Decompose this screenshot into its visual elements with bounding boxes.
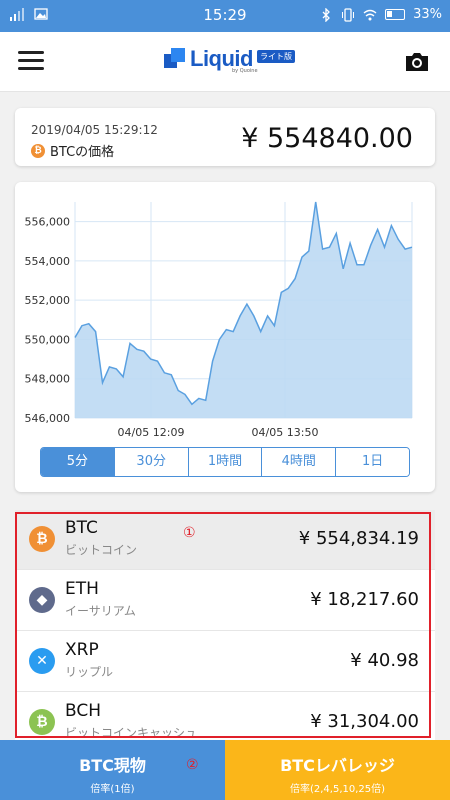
coin-symbol: BCH [65, 701, 102, 721]
price-line [74, 201, 413, 406]
coin-price: ¥ 18,217.60 [310, 589, 419, 610]
coin-name: ビットコインキャッシュ [65, 726, 198, 740]
bluetooth-icon [322, 7, 331, 22]
annotation-marker-1: ① [183, 525, 196, 541]
xrp-icon: ✕ [29, 648, 55, 674]
btc-coin-icon: ₿ [31, 143, 45, 158]
bch-icon: ₿ [29, 709, 55, 735]
y-tick-label: 550,000 [25, 333, 71, 346]
status-left-icons [10, 7, 48, 21]
coin-row-bch[interactable]: ₿ BCH ビットコインキャッシュ ¥ 31,304.00 [15, 693, 435, 740]
clock: 15:29 [203, 6, 247, 24]
status-bar: 15:29 33% [0, 0, 450, 32]
current-price: ¥ 554840.00 [241, 123, 413, 154]
tab-1day[interactable]: 1日 [336, 448, 409, 476]
hamburger-menu-icon[interactable] [18, 51, 44, 71]
eth-icon: ◆ [29, 587, 55, 613]
btc-leverage-button[interactable]: BTCレバレッジ 倍率(2,4,5,10,25倍) [225, 740, 450, 800]
btc-spot-button[interactable]: BTC現物 倍率(1倍) [0, 740, 225, 800]
image-icon [34, 8, 48, 20]
coin-row-eth[interactable]: ◆ ETH イーサリアム ¥ 18,217.60 [15, 571, 435, 631]
y-tick-label: 552,000 [25, 294, 71, 307]
coin-row-btc[interactable]: ₿ BTC ビットコイン ¥ 554,834.19 [15, 510, 435, 570]
coin-symbol: XRP [65, 640, 99, 660]
battery-icon [385, 9, 406, 20]
coin-symbol: ETH [65, 579, 99, 599]
price-label: ₿ BTCの価格 [31, 141, 114, 160]
coin-list: ₿ BTC ビットコイン ¥ 554,834.19 ◆ ETH イーサリアム ¥… [15, 510, 435, 740]
current-price-card: 2019/04/05 15:29:12 ₿ BTCの価格 ¥ 554840.00 [15, 108, 435, 166]
coin-name: ビットコイン [65, 543, 138, 557]
coin-price: ¥ 31,304.00 [310, 711, 419, 732]
y-tick-label: 554,000 [25, 255, 71, 268]
status-right-icons: 33% [319, 7, 442, 22]
leverage-title: BTCレバレッジ [280, 756, 395, 775]
battery-percent: 33% [413, 7, 442, 22]
y-tick-label: 546,000 [25, 412, 71, 425]
interval-tabs: 5分 30分 1時間 4時間 1日 [40, 447, 410, 477]
app-header: Liquid ライト版 by Quoine [0, 32, 450, 92]
leverage-sub: 倍率(2,4,5,10,25倍) [289, 784, 386, 795]
price-label-text: BTCの価格 [50, 145, 115, 160]
y-tick-label: 556,000 [25, 216, 71, 229]
tab-4hour[interactable]: 4時間 [262, 448, 337, 476]
price-timestamp: 2019/04/05 15:29:12 [31, 123, 158, 137]
tab-30min[interactable]: 30分 [114, 448, 189, 476]
logo-badge: ライト版 [256, 49, 295, 63]
price-chart[interactable]: 556,000 554,000 552,000 550,000 548,000 546,0… [15, 182, 435, 442]
signal-icon [10, 8, 24, 21]
coin-price: ¥ 554,834.19 [298, 528, 419, 549]
vibrate-icon [342, 7, 355, 22]
annotation-marker-2: ② [186, 757, 199, 773]
spot-title: BTC現物 [79, 756, 146, 775]
coin-price: ¥ 40.98 [350, 650, 419, 671]
coin-name: リップル [65, 665, 114, 679]
wifi-icon [363, 9, 377, 20]
coin-row-xrp[interactable]: ✕ XRP リップル ¥ 40.98 [15, 632, 435, 692]
x-tick-label: 04/05 12:09 [118, 426, 185, 439]
btc-icon: ₿ [29, 526, 55, 552]
coin-symbol: BTC [65, 518, 98, 538]
logo-sub: by Quoine [232, 68, 258, 74]
tab-5min[interactable]: 5分 [41, 448, 115, 476]
coin-name: イーサリアム [65, 604, 136, 618]
camera-icon[interactable] [404, 51, 430, 73]
logo-text: Liquid [190, 46, 253, 71]
tab-1hour[interactable]: 1時間 [188, 448, 263, 476]
liquid-logo-mark-icon [164, 48, 186, 70]
x-tick-label: 04/05 13:50 [252, 426, 319, 439]
spot-sub: 倍率(1倍) [90, 784, 135, 795]
price-chart-card: 556,000 554,000 552,000 550,000 548,000 546,0… [15, 182, 435, 492]
y-tick-label: 548,000 [25, 373, 71, 386]
liquid-logo: Liquid ライト版 [164, 46, 295, 72]
